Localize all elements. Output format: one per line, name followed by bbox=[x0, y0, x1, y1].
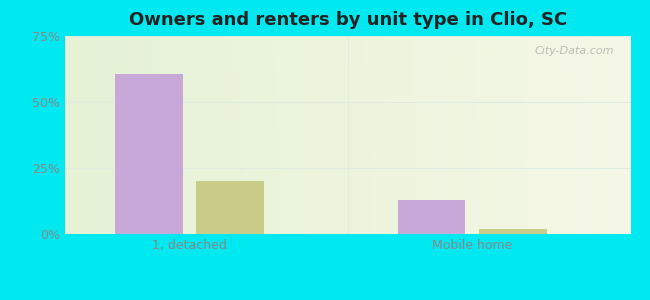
Title: Owners and renters by unit type in Clio, SC: Owners and renters by unit type in Clio,… bbox=[129, 11, 567, 29]
Bar bbox=[398, 200, 465, 234]
Bar bbox=[115, 74, 183, 234]
Bar bbox=[196, 181, 264, 234]
Bar bbox=[479, 229, 547, 234]
Text: City-Data.com: City-Data.com bbox=[534, 46, 614, 56]
